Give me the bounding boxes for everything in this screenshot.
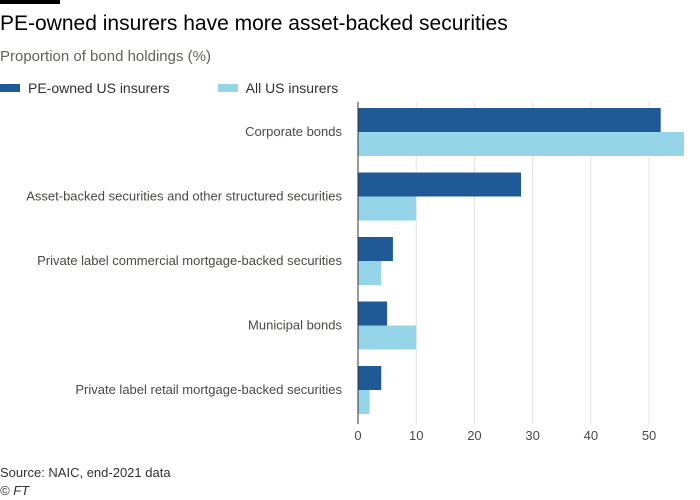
source-note: Source: NAIC, end-2021 data (0, 465, 171, 480)
bar (358, 237, 393, 261)
legend-item-pe-owned: PE-owned US insurers (0, 80, 170, 96)
x-tick-label: 10 (409, 428, 423, 443)
x-tick-label: 30 (525, 428, 539, 443)
category-label: Private label retail mortgage-backed sec… (75, 382, 342, 397)
bar (358, 261, 382, 285)
bar (358, 196, 417, 221)
bar (358, 132, 684, 156)
x-tick-label: 50 (642, 428, 656, 443)
category-label: Corporate bonds (245, 124, 342, 139)
chart-title: PE-owned insurers have more asset-backed… (0, 12, 508, 35)
category-label: Municipal bonds (248, 318, 342, 333)
legend-label-all-insurers: All US insurers (245, 80, 339, 96)
x-tick-label: 0 (354, 428, 361, 443)
bar (358, 172, 521, 197)
legend-swatch-pe-owned (0, 84, 20, 92)
x-tick-label: 20 (467, 428, 481, 443)
bar (358, 390, 370, 414)
bar (358, 301, 388, 326)
category-label: Asset-backed securities and other struct… (26, 189, 342, 204)
x-tick-label: 40 (584, 428, 598, 443)
legend-swatch-all-insurers (217, 84, 238, 92)
bar (358, 325, 417, 350)
legend-label-pe-owned: PE-owned US insurers (28, 80, 170, 96)
category-label: Private label commercial mortgage-backed… (37, 253, 342, 268)
legend: PE-owned US insurers All US insurers (0, 80, 386, 96)
bar (358, 108, 661, 132)
chart-subtitle: Proportion of bond holdings (%) (0, 48, 211, 65)
title-accent-rule (0, 0, 60, 4)
credit-note: © FT (0, 483, 30, 498)
legend-item-all-insurers: All US insurers (217, 80, 339, 96)
bar (358, 366, 382, 390)
